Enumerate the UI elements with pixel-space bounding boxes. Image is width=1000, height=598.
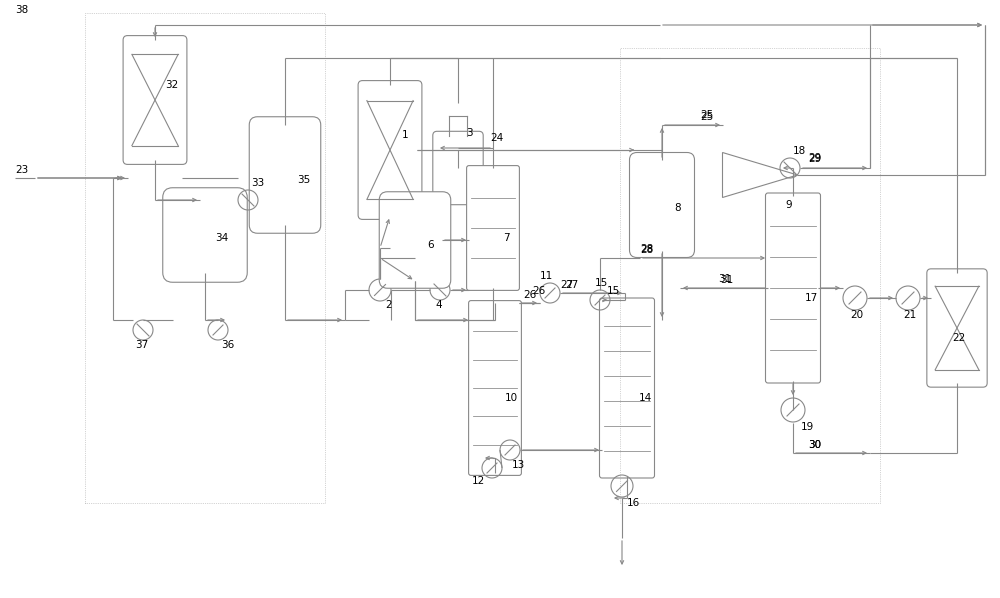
Text: 28: 28 — [640, 244, 653, 254]
Text: 7: 7 — [503, 233, 510, 243]
Text: 25: 25 — [700, 112, 713, 122]
Text: 8: 8 — [674, 203, 681, 213]
Text: 3: 3 — [466, 128, 473, 138]
Bar — [620, 48, 880, 503]
Text: 27: 27 — [565, 280, 578, 290]
Text: 1: 1 — [402, 130, 409, 140]
FancyBboxPatch shape — [123, 36, 187, 164]
Text: 15: 15 — [607, 286, 620, 296]
Text: 37: 37 — [135, 340, 148, 350]
Text: 31: 31 — [718, 274, 731, 284]
Text: 36: 36 — [221, 340, 234, 350]
Text: 35: 35 — [297, 175, 310, 185]
Bar — [85, 13, 325, 503]
FancyBboxPatch shape — [379, 192, 451, 288]
Text: 29: 29 — [808, 154, 821, 164]
FancyBboxPatch shape — [766, 193, 820, 383]
FancyBboxPatch shape — [630, 152, 694, 258]
Text: 34: 34 — [215, 233, 228, 243]
Text: 22: 22 — [952, 333, 965, 343]
FancyBboxPatch shape — [927, 269, 987, 387]
Text: 9: 9 — [785, 200, 792, 210]
Text: 26: 26 — [532, 286, 545, 296]
Text: 28: 28 — [640, 245, 653, 255]
Text: 14: 14 — [639, 393, 652, 403]
FancyBboxPatch shape — [163, 188, 247, 282]
Text: 20: 20 — [850, 310, 863, 320]
FancyBboxPatch shape — [467, 166, 519, 291]
Text: 25: 25 — [700, 110, 713, 120]
FancyBboxPatch shape — [249, 117, 321, 233]
Text: 15: 15 — [595, 278, 608, 288]
FancyBboxPatch shape — [469, 301, 521, 475]
FancyBboxPatch shape — [600, 298, 654, 478]
Text: 31: 31 — [720, 275, 733, 285]
Text: 6: 6 — [427, 240, 434, 250]
Text: 30: 30 — [808, 440, 821, 450]
Text: 21: 21 — [903, 310, 916, 320]
FancyBboxPatch shape — [358, 81, 422, 219]
Text: 17: 17 — [805, 293, 818, 303]
Text: 18: 18 — [793, 146, 806, 156]
Text: 11: 11 — [540, 271, 553, 281]
Text: 33: 33 — [251, 178, 264, 188]
Text: 27: 27 — [560, 280, 573, 290]
Text: 32: 32 — [165, 80, 178, 90]
FancyBboxPatch shape — [433, 132, 483, 205]
Text: 19: 19 — [801, 422, 814, 432]
Text: 13: 13 — [512, 460, 525, 470]
Text: 12: 12 — [472, 476, 485, 486]
Text: 38: 38 — [15, 5, 28, 15]
Text: 23: 23 — [15, 165, 28, 175]
Text: 29: 29 — [808, 153, 821, 163]
Text: 2: 2 — [385, 300, 392, 310]
Text: 26: 26 — [523, 290, 536, 300]
Text: 24: 24 — [490, 133, 503, 143]
Text: 10: 10 — [505, 393, 518, 403]
Text: 4: 4 — [435, 300, 442, 310]
Text: 30: 30 — [808, 440, 821, 450]
Text: 16: 16 — [627, 498, 640, 508]
